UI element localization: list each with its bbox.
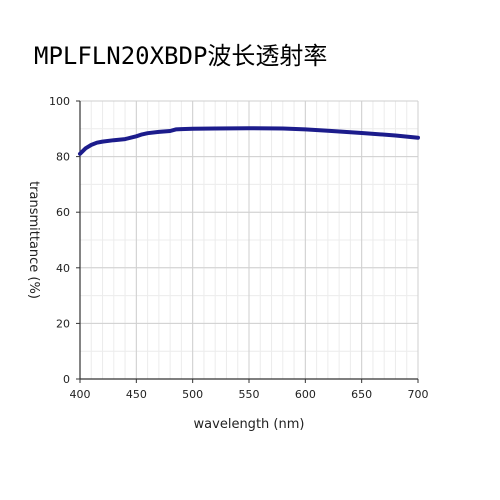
x-tick-label: 500 bbox=[182, 388, 203, 401]
chart-title: MPLFLN20XBDP波长透射率 bbox=[34, 42, 328, 70]
y-tick-label: 20 bbox=[56, 317, 70, 330]
series-line-0 bbox=[78, 126, 420, 156]
x-tick-label: 600 bbox=[295, 388, 316, 401]
y-tick-label: 40 bbox=[56, 262, 70, 275]
x-tick-label: 450 bbox=[126, 388, 147, 401]
x-tick-label: 550 bbox=[239, 388, 260, 401]
x-tick-label: 700 bbox=[408, 388, 429, 401]
y-axis-label: transmittance (%) bbox=[26, 181, 41, 299]
y-tick-label: 60 bbox=[56, 206, 70, 219]
y-tick-label: 100 bbox=[49, 95, 70, 108]
y-tick-label: 0 bbox=[63, 373, 70, 386]
x-tick-label: 650 bbox=[351, 388, 372, 401]
x-tick-label: 400 bbox=[70, 388, 91, 401]
y-tick-label: 80 bbox=[56, 151, 70, 164]
x-axis-label: wavelength (nm) bbox=[194, 417, 305, 432]
